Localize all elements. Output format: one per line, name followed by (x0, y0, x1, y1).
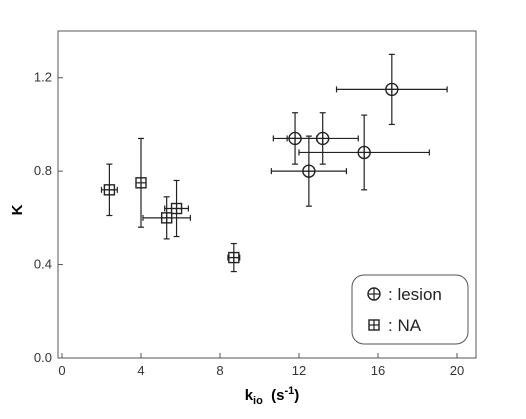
y-tick-label: 1.2 (34, 70, 52, 85)
x-tick-label: 16 (371, 363, 385, 378)
y-axis-label: K (9, 204, 26, 215)
legend-label-na: : NA (388, 316, 422, 335)
axis-ticks: 0 4 8 12 16 20 0.0 0.4 0.8 1.2 (34, 70, 464, 378)
data-point-lesion (286, 112, 359, 165)
x-tick-label: 0 (58, 363, 65, 378)
y-tick-label: 0.0 (34, 350, 52, 365)
legend-label-lesion: : lesion (388, 285, 442, 304)
x-tick-label: 20 (450, 363, 464, 378)
y-tick-label: 0.4 (34, 257, 52, 272)
x-axis-label: kio (s-1) (245, 385, 300, 407)
data-marks (100, 53, 448, 273)
x-tick-label: 12 (292, 363, 306, 378)
data-point-lesion (335, 53, 448, 126)
y-tick-label: 0.8 (34, 163, 52, 178)
x-tick-label: 8 (216, 363, 223, 378)
data-point-na (164, 179, 189, 238)
data-point-na (142, 196, 191, 240)
data-point-na (100, 163, 118, 217)
x-tick-label: 4 (137, 363, 144, 378)
data-point-lesion (270, 135, 347, 207)
data-point-na (135, 137, 147, 228)
legend: : lesion : NA (351, 274, 469, 345)
data-point-lesion (298, 114, 430, 191)
plot-area-frame (57, 30, 477, 359)
data-point-na (227, 242, 241, 273)
legend-frame (351, 274, 469, 345)
